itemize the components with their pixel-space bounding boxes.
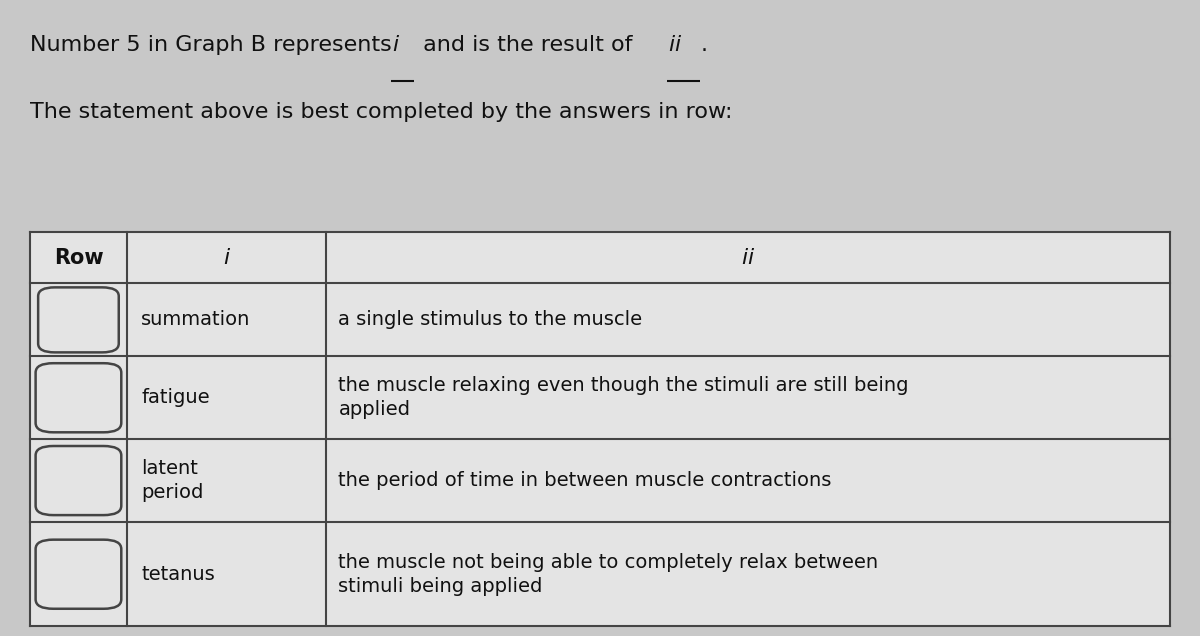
Text: $\it{i}$: $\it{i}$ <box>392 35 401 55</box>
Text: summation: summation <box>142 310 251 329</box>
Text: a single stimulus to the muscle: a single stimulus to the muscle <box>338 310 642 329</box>
Text: .: . <box>701 35 708 55</box>
FancyBboxPatch shape <box>36 540 121 609</box>
Text: $\mathbf{\it{i}}$: $\mathbf{\it{i}}$ <box>223 248 230 268</box>
Text: $\mathbf{\it{ii}}$: $\mathbf{\it{ii}}$ <box>742 248 755 268</box>
Text: Row: Row <box>54 248 103 268</box>
Text: Number 5 in Graph B represents: Number 5 in Graph B represents <box>30 35 398 55</box>
FancyBboxPatch shape <box>30 232 1170 626</box>
FancyBboxPatch shape <box>36 363 121 432</box>
Text: latent
period: latent period <box>142 459 204 502</box>
Text: and is the result of: and is the result of <box>416 35 640 55</box>
FancyBboxPatch shape <box>38 287 119 352</box>
Text: the muscle not being able to completely relax between
stimuli being applied: the muscle not being able to completely … <box>338 553 878 596</box>
Text: the muscle relaxing even though the stimuli are still being
applied: the muscle relaxing even though the stim… <box>338 376 908 419</box>
Text: tetanus: tetanus <box>142 565 215 584</box>
Text: The statement above is best completed by the answers in row:: The statement above is best completed by… <box>30 102 732 121</box>
FancyBboxPatch shape <box>36 446 121 515</box>
Text: fatigue: fatigue <box>142 388 210 407</box>
Text: the period of time in between muscle contractions: the period of time in between muscle con… <box>338 471 832 490</box>
Text: $\it{ii}$: $\it{ii}$ <box>668 35 683 55</box>
